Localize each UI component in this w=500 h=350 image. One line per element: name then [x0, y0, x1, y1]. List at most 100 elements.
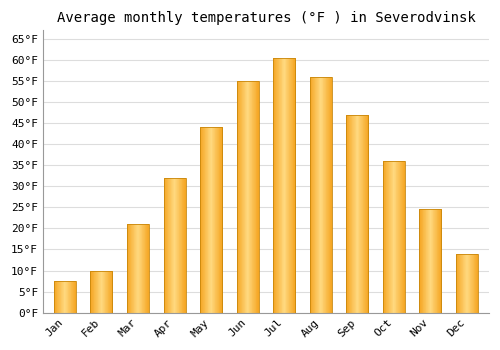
- Bar: [206, 127, 208, 313]
- Bar: [219, 127, 220, 313]
- Bar: [144, 224, 145, 313]
- Bar: [241, 81, 242, 313]
- Bar: [320, 77, 321, 313]
- Bar: [256, 81, 257, 313]
- Bar: [107, 271, 108, 313]
- Bar: [331, 77, 332, 313]
- Bar: [439, 209, 440, 313]
- Bar: [424, 209, 426, 313]
- Bar: [133, 224, 134, 313]
- Bar: [476, 254, 478, 313]
- Bar: [73, 281, 74, 313]
- Bar: [472, 254, 473, 313]
- Bar: [356, 115, 357, 313]
- Bar: [390, 161, 391, 313]
- Bar: [428, 209, 429, 313]
- Bar: [350, 115, 351, 313]
- Bar: [172, 178, 173, 313]
- Bar: [354, 115, 355, 313]
- Bar: [316, 77, 317, 313]
- Bar: [221, 127, 222, 313]
- Bar: [290, 58, 291, 313]
- Bar: [242, 81, 243, 313]
- Bar: [465, 254, 466, 313]
- Bar: [90, 271, 112, 313]
- Bar: [278, 58, 279, 313]
- Bar: [403, 161, 404, 313]
- Bar: [276, 58, 277, 313]
- Bar: [164, 178, 186, 313]
- Bar: [246, 81, 247, 313]
- Bar: [425, 209, 426, 313]
- Bar: [322, 77, 323, 313]
- Bar: [140, 224, 141, 313]
- Bar: [213, 127, 214, 313]
- Bar: [286, 58, 287, 313]
- Bar: [218, 127, 219, 313]
- Bar: [293, 58, 294, 313]
- Bar: [284, 58, 286, 313]
- Bar: [436, 209, 438, 313]
- Bar: [389, 161, 390, 313]
- Bar: [277, 58, 278, 313]
- Bar: [420, 209, 442, 313]
- Bar: [182, 178, 183, 313]
- Bar: [460, 254, 461, 313]
- Bar: [400, 161, 401, 313]
- Bar: [474, 254, 475, 313]
- Bar: [184, 178, 186, 313]
- Bar: [440, 209, 442, 313]
- Bar: [310, 77, 332, 313]
- Bar: [273, 58, 295, 313]
- Bar: [69, 281, 70, 313]
- Bar: [280, 58, 281, 313]
- Bar: [257, 81, 258, 313]
- Bar: [236, 81, 258, 313]
- Bar: [106, 271, 107, 313]
- Bar: [466, 254, 467, 313]
- Bar: [365, 115, 366, 313]
- Bar: [108, 271, 109, 313]
- Bar: [391, 161, 392, 313]
- Bar: [148, 224, 149, 313]
- Bar: [62, 281, 64, 313]
- Bar: [250, 81, 252, 313]
- Bar: [472, 254, 474, 313]
- Bar: [145, 224, 146, 313]
- Bar: [323, 77, 324, 313]
- Bar: [464, 254, 465, 313]
- Bar: [99, 271, 100, 313]
- Bar: [71, 281, 72, 313]
- Bar: [137, 224, 138, 313]
- Bar: [147, 224, 148, 313]
- Bar: [432, 209, 434, 313]
- Bar: [130, 224, 131, 313]
- Bar: [64, 281, 65, 313]
- Bar: [355, 115, 356, 313]
- Bar: [394, 161, 396, 313]
- Bar: [247, 81, 248, 313]
- Bar: [324, 77, 326, 313]
- Bar: [221, 127, 222, 313]
- Bar: [358, 115, 359, 313]
- Bar: [317, 77, 318, 313]
- Bar: [366, 115, 368, 313]
- Bar: [350, 115, 352, 313]
- Bar: [463, 254, 464, 313]
- Bar: [318, 77, 319, 313]
- Bar: [132, 224, 133, 313]
- Bar: [461, 254, 462, 313]
- Bar: [465, 254, 466, 313]
- Bar: [391, 161, 392, 313]
- Bar: [251, 81, 252, 313]
- Bar: [207, 127, 208, 313]
- Bar: [283, 58, 284, 313]
- Bar: [398, 161, 400, 313]
- Bar: [72, 281, 73, 313]
- Bar: [59, 281, 60, 313]
- Bar: [59, 281, 60, 313]
- Bar: [96, 271, 97, 313]
- Bar: [112, 271, 113, 313]
- Bar: [477, 254, 478, 313]
- Bar: [328, 77, 330, 313]
